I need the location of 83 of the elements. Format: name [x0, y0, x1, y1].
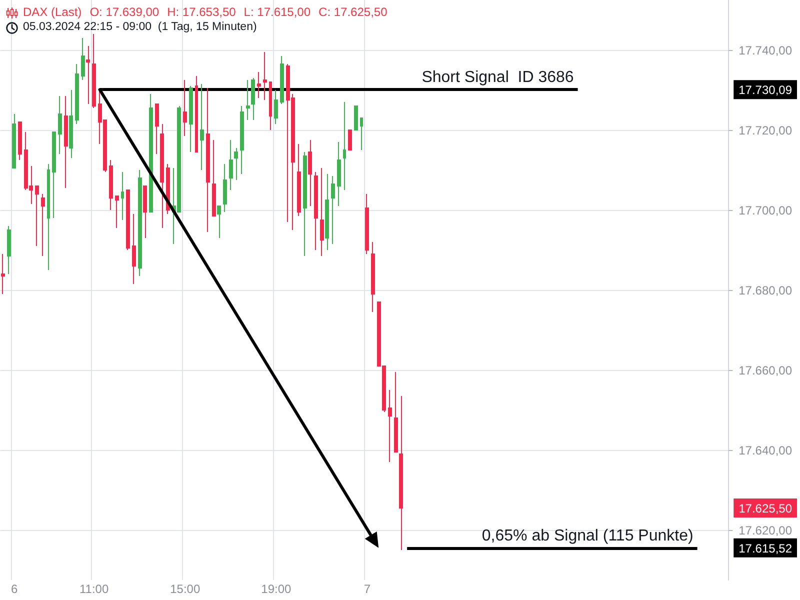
candlestick	[58, 96, 62, 154]
candlestick	[234, 148, 238, 180]
y-tick-label: 17.720,00	[738, 124, 792, 138]
y-tick-label: 17.640,00	[738, 444, 792, 458]
y-tick-label: 17.625,50	[738, 502, 792, 516]
candlestick	[337, 142, 341, 206]
ref-line-label: 0,65% ab Signal (115 Punkte)	[482, 527, 694, 544]
candlestick	[360, 118, 363, 150]
candlestick	[75, 64, 79, 124]
candlestick	[394, 372, 398, 452]
candlestick	[189, 86, 193, 152]
candlestick	[365, 194, 369, 254]
y-tick-label: 17.620,00	[738, 524, 792, 538]
candlestick	[388, 390, 392, 462]
candlestick	[303, 152, 307, 256]
candlestick	[269, 82, 272, 130]
candlestick	[320, 168, 324, 256]
candlestick	[325, 174, 329, 250]
candlestick	[7, 226, 11, 274]
candlestick	[35, 186, 39, 246]
candlestick	[399, 396, 403, 550]
y-tick-label: 17.615,52	[738, 541, 792, 556]
candlestick	[12, 114, 16, 168]
candlestick	[183, 80, 187, 136]
candlestick	[143, 186, 147, 238]
candlestick	[132, 214, 136, 284]
candlestick	[343, 102, 346, 190]
candlestick	[371, 242, 375, 312]
candlestick	[41, 194, 45, 256]
candlestick	[240, 106, 244, 174]
candlestick	[297, 144, 301, 216]
candlestick	[354, 106, 358, 130]
candlestick	[280, 56, 284, 104]
candlestick	[121, 172, 124, 220]
candlestick	[64, 96, 68, 188]
annotation: C: 17.625,50	[318, 5, 388, 20]
candlestick	[155, 104, 159, 154]
y-tick-label: 17.680,00	[738, 284, 792, 298]
candlestick	[314, 172, 318, 250]
x-tick-label: 11:00	[79, 582, 109, 596]
candlestick	[331, 176, 335, 244]
candlestick	[160, 124, 164, 228]
candlestick	[86, 46, 90, 104]
candlestick	[109, 160, 113, 210]
candlestick	[92, 34, 96, 108]
candlestick	[200, 84, 204, 170]
candlestick	[251, 78, 255, 120]
candlestick	[348, 130, 352, 150]
ref-line-label: Short Signal ID 3686	[422, 69, 574, 86]
text: 05.03.2024 22:15 - 09:00 (1 Tag, 15 Minuten)	[23, 20, 257, 35]
candlestick	[206, 88, 210, 232]
candlestick	[274, 90, 278, 124]
candlestick	[217, 206, 221, 238]
chart-title: DAX (Last)	[23, 5, 82, 20]
candlestick	[52, 132, 56, 218]
candlestick	[126, 190, 130, 250]
candlestick	[1, 254, 5, 294]
y-tick-label: 17.660,00	[738, 364, 792, 378]
x-tick-label: 15:00	[170, 582, 200, 596]
candlestick	[115, 196, 119, 228]
candlestick	[195, 76, 198, 152]
candlestick	[308, 140, 312, 206]
annotation: O: 17.639,00	[90, 5, 160, 20]
candlestick	[263, 52, 267, 100]
candlestick	[69, 90, 73, 158]
annotation: H: 17.653,50	[167, 5, 236, 20]
x-tick-label: 19:00	[261, 582, 292, 596]
candlestick	[18, 122, 22, 160]
candlestick	[246, 80, 250, 120]
annotation: L: 17.615,00	[244, 5, 311, 20]
x-tick-label: 7	[364, 582, 371, 596]
y-tick-label: 17.700,00	[738, 204, 792, 218]
y-tick-label: 17.740,00	[738, 44, 792, 58]
candlestick	[257, 72, 261, 98]
candlestick	[229, 140, 233, 190]
candlestick	[223, 164, 227, 212]
candlestick	[149, 94, 153, 212]
candlestick	[138, 170, 142, 276]
candlestick	[47, 164, 50, 270]
candlestick	[212, 140, 216, 216]
candlestick	[81, 38, 85, 80]
x-tick-label: 6	[11, 582, 18, 596]
y-tick-label: 17.730,09	[738, 83, 792, 98]
